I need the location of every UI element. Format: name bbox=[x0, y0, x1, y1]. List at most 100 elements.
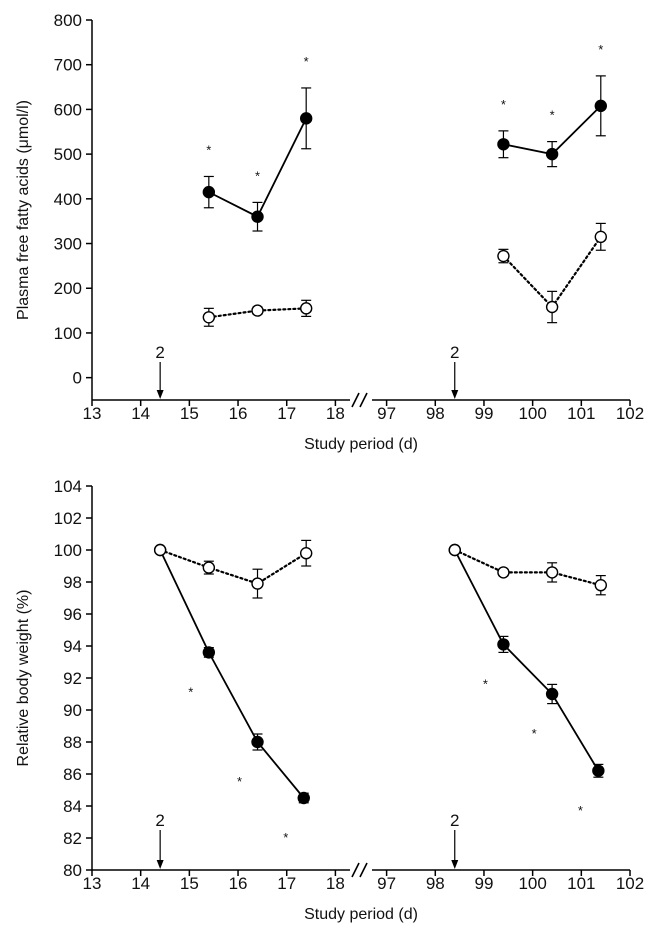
data-point-filled bbox=[592, 764, 605, 777]
axis-break-mark bbox=[359, 862, 368, 878]
y-tick-label: 98 bbox=[63, 573, 82, 592]
x-tick-label: 18 bbox=[326, 874, 345, 893]
x-tick-label: 15 bbox=[180, 404, 199, 423]
significance-marker: * bbox=[578, 803, 583, 818]
x-tick-label: 16 bbox=[229, 874, 248, 893]
x-tick-label: 102 bbox=[616, 874, 644, 893]
data-point-open bbox=[251, 304, 264, 317]
series-line-solid bbox=[159, 549, 305, 799]
x-tick-label: 100 bbox=[518, 404, 546, 423]
y-tick-label: 104 bbox=[54, 477, 82, 496]
annotation-label: 2 bbox=[450, 811, 459, 830]
series-line-dotted bbox=[159, 548, 308, 585]
data-point-filled bbox=[594, 99, 607, 113]
significance-marker: * bbox=[283, 830, 288, 845]
series-line-dotted bbox=[453, 548, 602, 587]
data-point-open bbox=[299, 547, 313, 560]
y-tick-label: 94 bbox=[63, 637, 82, 656]
annotation-arrowhead bbox=[156, 860, 164, 869]
x-tick-label: 97 bbox=[377, 404, 396, 423]
x-tick-label: 13 bbox=[83, 404, 102, 423]
annotation-label: 2 bbox=[155, 343, 164, 362]
x-tick-label: 14 bbox=[131, 404, 150, 423]
x-tick-label: 16 bbox=[229, 404, 248, 423]
x-tick-label: 99 bbox=[475, 874, 494, 893]
axis-break-mark bbox=[351, 392, 360, 408]
y-tick-label: 100 bbox=[54, 541, 82, 560]
y-tick-label: 88 bbox=[63, 733, 82, 752]
x-tick-label: 98 bbox=[426, 404, 445, 423]
x-tick-label: 18 bbox=[326, 404, 345, 423]
y-tick-label: 500 bbox=[54, 145, 82, 164]
y-tick-label: 200 bbox=[54, 279, 82, 298]
data-point-filled bbox=[202, 646, 216, 659]
x-axis-label: Study period (d) bbox=[304, 436, 418, 453]
significance-marker: * bbox=[598, 42, 603, 57]
data-point-open bbox=[497, 249, 510, 263]
annotation-arrowhead bbox=[156, 390, 164, 399]
data-point-open bbox=[497, 566, 510, 579]
significance-marker: * bbox=[501, 97, 506, 112]
data-point-filled bbox=[545, 147, 559, 161]
y-tick-label: 84 bbox=[63, 797, 82, 816]
significance-marker: * bbox=[550, 108, 555, 123]
data-point-filled bbox=[299, 112, 313, 125]
data-point-open bbox=[545, 300, 559, 314]
axis-break-mark bbox=[351, 862, 360, 878]
data-point-open bbox=[299, 302, 313, 315]
data-point-open bbox=[251, 577, 264, 590]
x-tick-label: 13 bbox=[83, 874, 102, 893]
y-tick-label: 800 bbox=[54, 11, 82, 30]
annotation-arrowhead bbox=[451, 390, 459, 399]
y-tick-label: 96 bbox=[63, 605, 82, 624]
data-point-filled bbox=[297, 791, 310, 805]
x-tick-label: 102 bbox=[616, 404, 644, 423]
y-tick-label: 86 bbox=[63, 765, 82, 784]
x-tick-label: 97 bbox=[377, 874, 396, 893]
y-tick-label: 92 bbox=[63, 669, 82, 688]
annotation-arrowhead bbox=[451, 860, 459, 869]
annotation-label: 2 bbox=[155, 811, 164, 830]
significance-marker: * bbox=[483, 676, 488, 691]
data-point-open bbox=[594, 579, 607, 592]
ffa-chart: 0 100 200 300 400 500 600 700 800 13 14 15 16 17 18 97 9… bbox=[15, 11, 644, 453]
y-tick-label: 400 bbox=[54, 190, 82, 209]
significance-marker: * bbox=[304, 54, 309, 69]
data-point-filled bbox=[497, 138, 510, 151]
data-point-filled bbox=[545, 687, 559, 701]
y-tick-label: 82 bbox=[63, 829, 82, 848]
body-weight-chart: 80 82 84 86 88 90 92 94 96 98 100 102 104 13 14 15 16 17 1… bbox=[15, 477, 644, 923]
series-line-solid bbox=[453, 549, 600, 772]
data-point-open bbox=[545, 566, 559, 579]
x-axis-label: Study period (d) bbox=[304, 906, 418, 923]
y-axis-label: Relative body weight (%) bbox=[15, 590, 32, 767]
data-point-open bbox=[153, 543, 167, 557]
x-tick-label: 98 bbox=[426, 874, 445, 893]
data-point-filled bbox=[251, 735, 264, 749]
y-tick-label: 700 bbox=[54, 56, 82, 75]
data-point-open bbox=[202, 561, 216, 574]
data-point-filled bbox=[251, 210, 264, 223]
x-tick-label: 17 bbox=[277, 874, 296, 893]
y-tick-label: 102 bbox=[54, 509, 82, 528]
significance-marker: * bbox=[188, 684, 193, 699]
x-tick-label: 99 bbox=[475, 404, 494, 423]
y-tick-label: 100 bbox=[54, 324, 82, 343]
x-tick-label: 17 bbox=[277, 404, 296, 423]
significance-marker: * bbox=[237, 774, 242, 789]
y-tick-label: 80 bbox=[63, 861, 82, 880]
data-point-open bbox=[448, 543, 461, 557]
data-point-open bbox=[202, 311, 216, 324]
significance-marker: * bbox=[532, 726, 537, 741]
y-tick-label: 0 bbox=[73, 369, 82, 388]
x-tick-label: 101 bbox=[567, 404, 595, 423]
y-tick-label: 600 bbox=[54, 100, 82, 119]
axis-break-mark bbox=[359, 392, 368, 408]
significance-marker: * bbox=[206, 142, 211, 157]
data-point-filled bbox=[202, 185, 216, 199]
x-tick-label: 100 bbox=[518, 874, 546, 893]
y-axis-label: Plasma free fatty acids (μmol/l) bbox=[15, 100, 32, 320]
x-tick-label: 101 bbox=[567, 874, 595, 893]
x-tick-label: 14 bbox=[131, 874, 150, 893]
